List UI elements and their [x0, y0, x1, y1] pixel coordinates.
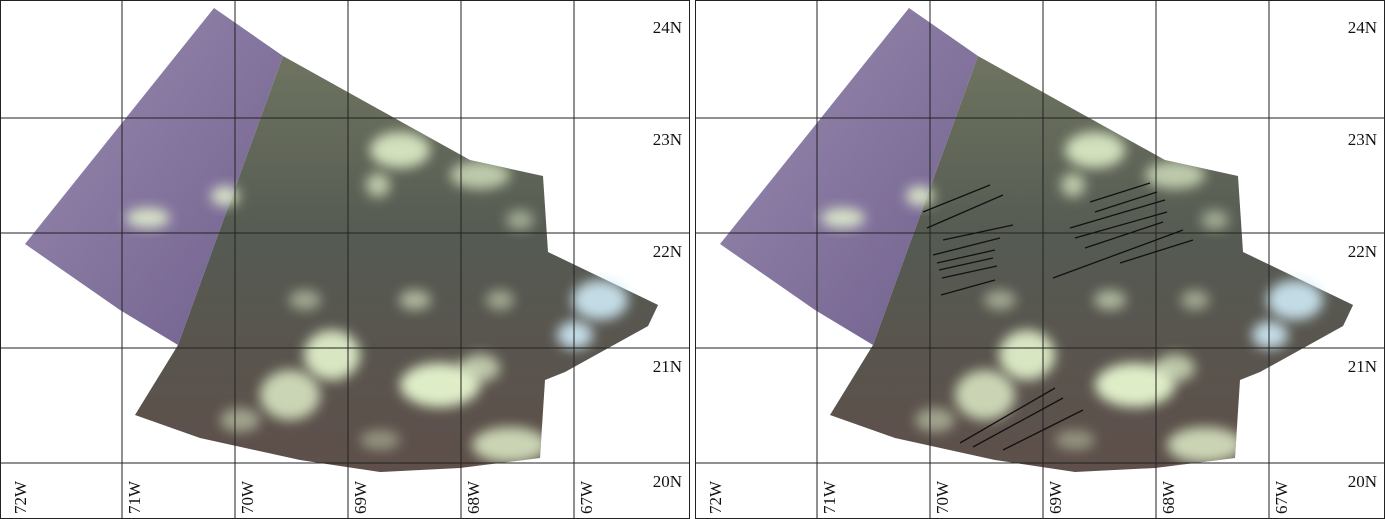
latitude-label: 22N	[1348, 242, 1377, 261]
feature-line	[942, 224, 1014, 241]
feature-line	[959, 387, 1056, 444]
feature-line	[936, 249, 996, 264]
cloud-patch	[572, 280, 628, 320]
cloud-patch	[821, 208, 865, 228]
longitude-label: 71W	[820, 480, 839, 514]
longitude-label: 70W	[238, 480, 257, 514]
cloud-patch	[1145, 161, 1205, 189]
cloud-patch	[450, 161, 510, 189]
feature-line	[972, 397, 1064, 448]
cloud-patch	[400, 363, 480, 407]
left-map-panel: 24N 23N 22N 21N 20N 72W 71W 70W 69W 68W 67W	[0, 0, 690, 519]
longitude-label: 69W	[1046, 480, 1065, 514]
feature-line	[1094, 191, 1158, 213]
cloud-patch	[304, 330, 360, 380]
longitude-label: 71W	[125, 480, 144, 514]
feature-line	[1069, 199, 1166, 229]
satellite-imagery	[25, 8, 658, 472]
feature-line	[1002, 409, 1084, 451]
cloud-patch	[999, 330, 1055, 380]
cloud-patch	[220, 408, 260, 432]
cloud-patch	[1055, 430, 1095, 450]
cloud-patch	[1061, 173, 1085, 197]
latitude-label: 20N	[1348, 472, 1377, 491]
cloud-patch	[472, 427, 548, 463]
longitude-label: 68W	[464, 480, 483, 514]
feature-line	[941, 265, 998, 279]
cloud-patch	[260, 370, 320, 420]
latitude-label: 22N	[653, 242, 682, 261]
cloud-patch	[506, 210, 534, 230]
coordinate-grid	[0, 0, 690, 519]
longitude-label: 70W	[933, 480, 952, 514]
cloud-patch	[1252, 321, 1288, 349]
feature-line	[1074, 211, 1168, 239]
longitude-label: 72W	[706, 480, 725, 514]
feature-line	[1089, 182, 1151, 203]
latitude-label: 21N	[653, 357, 682, 376]
feature-line	[932, 237, 1001, 256]
cloud-patch	[399, 290, 431, 310]
feature-line	[1084, 221, 1164, 249]
cloud-patch	[1181, 290, 1209, 310]
right-map-panel: 24N 23N 22N 21N 20N 72W 71W 70W 69W 68W 67W	[695, 0, 1390, 519]
feature-line	[922, 184, 991, 213]
cloud-patch	[1201, 210, 1229, 230]
latitude-label: 24N	[1348, 18, 1377, 37]
satellite-imagery	[720, 8, 1353, 472]
cloud-patch	[360, 430, 400, 450]
cloud-patch	[126, 208, 170, 228]
cloud-patch	[557, 321, 593, 349]
longitude-label: 67W	[577, 480, 596, 514]
feature-line	[926, 194, 1004, 229]
cloud-patch	[1267, 280, 1323, 320]
longitude-label: 67W	[1272, 480, 1291, 514]
feature-line	[940, 279, 996, 296]
cloud-patch	[460, 354, 500, 382]
cloud-patch	[906, 186, 934, 206]
longitude-label: 68W	[1159, 480, 1178, 514]
cloud-patch	[486, 290, 514, 310]
cloud-patch	[955, 370, 1015, 420]
feature-line	[938, 257, 994, 271]
imagery-swath-main	[135, 56, 658, 472]
latitude-label: 21N	[1348, 357, 1377, 376]
cloud-patch	[370, 132, 430, 168]
annotation-lines	[922, 182, 1194, 451]
feature-line	[1119, 239, 1194, 264]
cloud-patch	[366, 173, 390, 197]
cloud-patch	[211, 186, 239, 206]
cloud-patch	[1167, 427, 1243, 463]
cloud-patch	[289, 290, 321, 310]
longitude-label: 72W	[11, 480, 30, 514]
coordinate-grid	[695, 0, 1385, 519]
cloud-patch	[1065, 132, 1125, 168]
latitude-label: 23N	[1348, 130, 1377, 149]
imagery-swath-west	[720, 8, 978, 345]
right-map: 24N 23N 22N 21N 20N 72W 71W 70W 69W 68W 67W	[695, 0, 1385, 519]
feature-line	[1052, 229, 1184, 279]
latitude-label: 24N	[653, 18, 682, 37]
cloud-patch	[1094, 290, 1126, 310]
latitude-label: 20N	[653, 472, 682, 491]
cloud-patch	[1095, 363, 1175, 407]
cloud-patch	[1155, 354, 1195, 382]
cloud-patch	[984, 290, 1016, 310]
left-map: 24N 23N 22N 21N 20N 72W 71W 70W 69W 68W 67W	[0, 0, 690, 519]
longitude-label: 69W	[351, 480, 370, 514]
latitude-label: 23N	[653, 130, 682, 149]
imagery-swath-west	[25, 8, 283, 345]
cloud-patch	[915, 408, 955, 432]
